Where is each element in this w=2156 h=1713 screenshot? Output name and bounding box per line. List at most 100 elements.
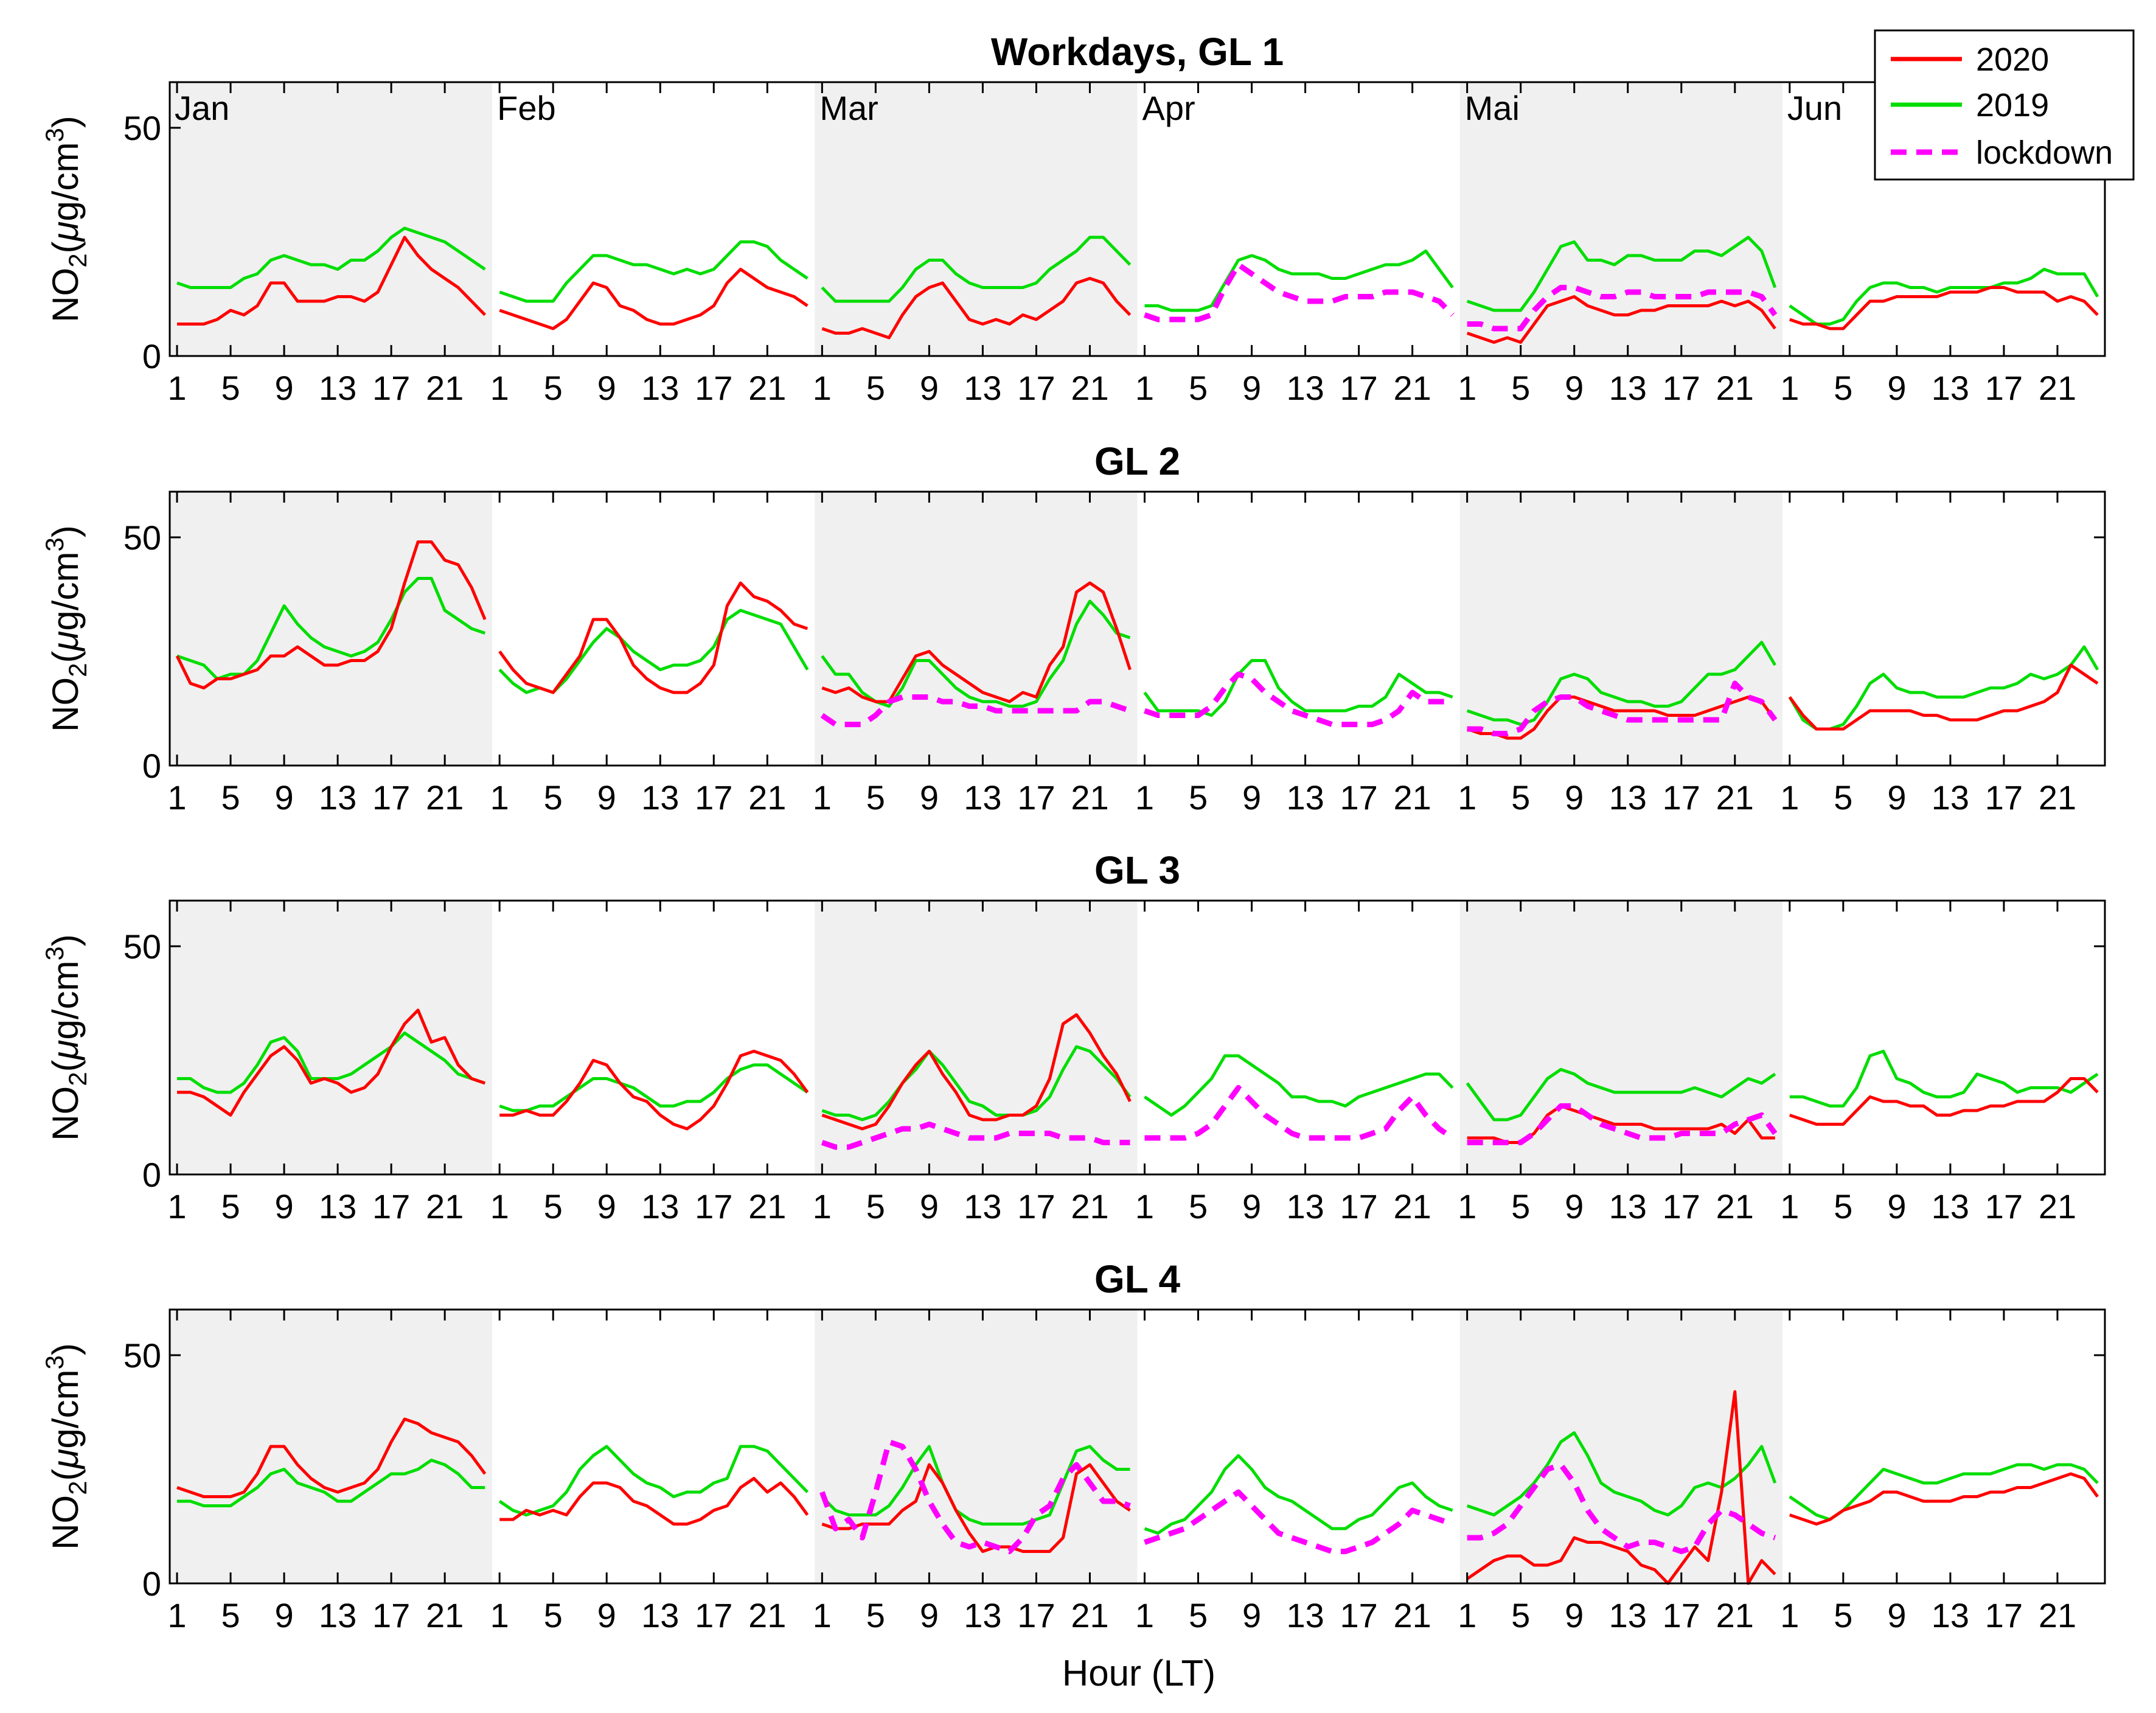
x-tick-label: 1 (1135, 1596, 1154, 1635)
series-2019-jan (176, 577, 486, 680)
x-tick-label: 21 (1071, 1596, 1108, 1635)
x-tick-label: 9 (920, 369, 939, 407)
x-tick-label: 21 (2039, 778, 2076, 817)
x-tick-label: 17 (1340, 1187, 1377, 1226)
x-tick-label: 21 (1393, 369, 1431, 407)
x-tick-label: 1 (1458, 1187, 1476, 1226)
x-tick-label: 9 (597, 369, 616, 407)
x-tick-label: 1 (1780, 1596, 1799, 1635)
x-tick-label: 21 (1071, 778, 1108, 817)
x-tick-label: 9 (920, 1596, 939, 1635)
y-tick-label: 0 (142, 1565, 161, 1603)
series-2019-mar (821, 1045, 1132, 1122)
series-2020-feb (499, 1050, 809, 1131)
x-tick-label: 21 (748, 1187, 786, 1226)
x-tick-label: 17 (1663, 1187, 1700, 1226)
series-2019-jan (176, 226, 486, 289)
x-tick-label: 9 (1887, 369, 1906, 407)
x-tick-label: 5 (866, 1596, 885, 1635)
axes-box (169, 899, 2106, 1176)
x-tick-label: 1 (1135, 778, 1154, 817)
x-tick-label: 17 (1663, 1596, 1700, 1635)
x-tick-label: 5 (221, 1596, 240, 1635)
x-tick-label: 13 (319, 1596, 356, 1635)
series-lockdown-apr (1144, 1085, 1455, 1141)
x-tick-label: 21 (1071, 1187, 1108, 1226)
x-tick-label: 13 (1286, 1596, 1324, 1635)
x-tick-label: 13 (1609, 1596, 1647, 1635)
x-tick-label: 17 (372, 778, 410, 817)
x-tick-label: 13 (319, 778, 356, 817)
series-lockdown-mai (1467, 1103, 1778, 1145)
x-tick-label: 21 (748, 369, 786, 407)
shade-mar (815, 492, 1138, 766)
x-tick-label: 1 (813, 369, 832, 407)
series-2020-jun (1789, 1472, 2099, 1526)
x-tick-label: 17 (1340, 1596, 1377, 1635)
x-tick-label: 13 (964, 778, 1001, 817)
series-2020-jan (175, 540, 487, 689)
x-tick-label: 5 (1511, 778, 1530, 817)
x-tick-label: 21 (1393, 778, 1431, 817)
x-tick-label: 1 (1458, 369, 1476, 407)
x-tick-label: 1 (167, 1596, 186, 1635)
series-2020-mai (1466, 1390, 1776, 1585)
x-tick-label: 21 (426, 778, 464, 817)
x-tick-label: 13 (964, 1187, 1001, 1226)
x-tick-label: 21 (1716, 1596, 1754, 1635)
x-tick-label: 17 (372, 1187, 410, 1226)
axes-box (169, 1308, 2106, 1585)
x-tick-label: 13 (1609, 1187, 1647, 1226)
series-2020-mar (821, 581, 1132, 703)
y-tick-label: 50 (123, 927, 161, 966)
series-lockdown-mar (821, 1122, 1130, 1150)
x-tick-label: 9 (597, 1596, 616, 1635)
x-tick-label: 1 (813, 778, 832, 817)
x-tick-label: 9 (1887, 1187, 1906, 1226)
x-tick-label: 5 (221, 778, 240, 817)
series-lockdown-mar (819, 1439, 1131, 1554)
x-tick-label: 5 (866, 369, 885, 407)
x-tick-label: 9 (920, 778, 939, 817)
x-tick-label: 5 (544, 778, 563, 817)
x-tick-label: 5 (1834, 369, 1852, 407)
x-tick-label: 1 (1780, 778, 1799, 817)
x-tick-label: 13 (641, 1596, 679, 1635)
x-tick-label: 17 (372, 1596, 410, 1635)
legend-label-2020: 2020 (1976, 41, 2049, 78)
series-lockdown-mai (1467, 1462, 1776, 1554)
shade-mar (815, 82, 1138, 356)
x-tick-label: 9 (597, 778, 616, 817)
x-tick-label: 1 (813, 1187, 832, 1226)
x-tick-label: 17 (372, 369, 410, 407)
x-tick-label: 5 (1189, 1596, 1208, 1635)
x-tick-label: 21 (1716, 369, 1754, 407)
x-tick-label: 21 (1716, 778, 1754, 817)
x-tick-label: 5 (544, 1596, 563, 1635)
x-tick-label: 9 (1242, 369, 1261, 407)
x-tick-label: 1 (1135, 369, 1154, 407)
series-lockdown-apr (1144, 1489, 1454, 1554)
x-tick-label: 1 (490, 778, 509, 817)
month-label-apr: Apr (1142, 89, 1195, 127)
shade-mai (1459, 1310, 1782, 1583)
series-2020-jan (177, 235, 486, 326)
x-tick-label: 1 (490, 1596, 509, 1635)
series-2019-jun (1788, 645, 2099, 731)
month-label-feb: Feb (497, 89, 556, 127)
shade-mar (815, 1310, 1138, 1583)
x-tick-label: 21 (1393, 1187, 1431, 1226)
series-2019-apr (1144, 249, 1454, 312)
x-tick-label: 17 (1340, 778, 1377, 817)
x-tick-label: 9 (597, 1187, 616, 1226)
x-tick-label: 17 (1663, 778, 1700, 817)
x-tick-label: 1 (1780, 1187, 1799, 1226)
x-tick-label: 21 (2039, 369, 2076, 407)
series-2019-apr (1143, 659, 1453, 717)
x-tick-label: 13 (641, 1187, 679, 1226)
x-tick-label: 17 (1340, 369, 1377, 407)
y-tick-label: 50 (123, 518, 161, 557)
shade-jan (170, 901, 493, 1174)
x-tick-label: 9 (274, 369, 293, 407)
